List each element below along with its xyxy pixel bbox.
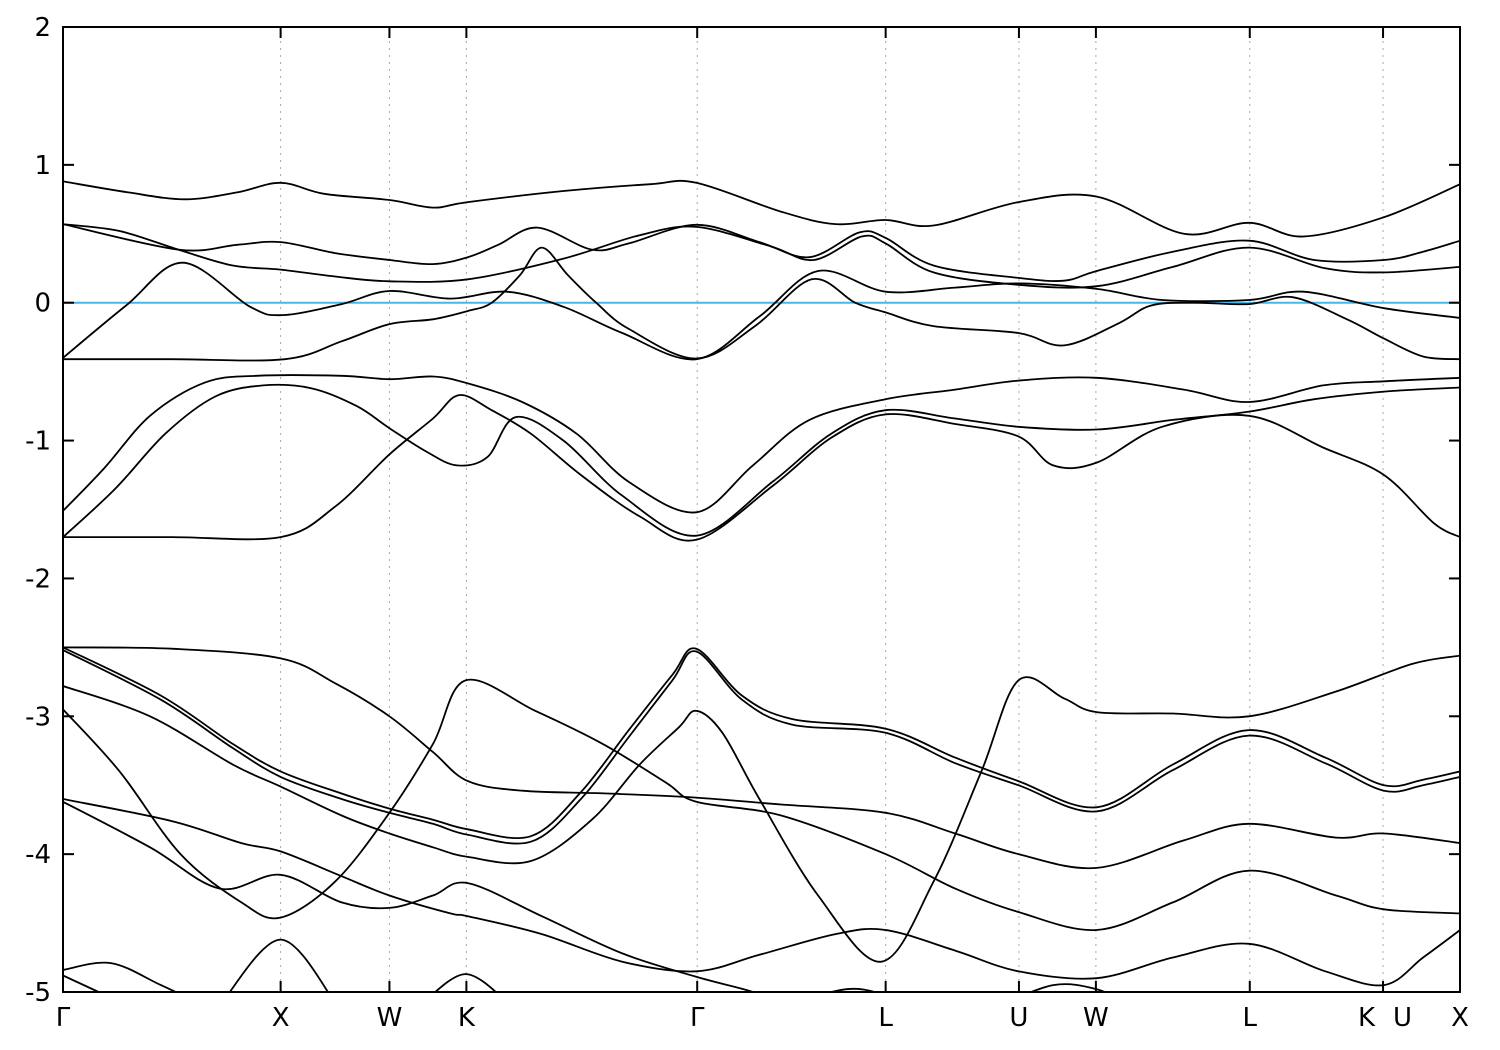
x-tick-label: L [1243, 1003, 1258, 1033]
band-14 [63, 798, 1460, 987]
band-3 [63, 223, 1460, 289]
x-tick-label: K [1358, 1003, 1376, 1033]
x-tick-label: U [1009, 1003, 1028, 1033]
plot-border [62, 26, 1461, 993]
band-5 [63, 246, 1460, 362]
y-tick-label: -1 [25, 427, 51, 457]
band-12 [63, 654, 1460, 963]
band-9 [63, 646, 1460, 870]
x-tick-label: U [1393, 1003, 1412, 1033]
band-11 [63, 649, 1460, 845]
y-tick-label: -3 [25, 702, 51, 732]
x-tick-label: L [878, 1003, 893, 1033]
band-curves [63, 179, 1460, 992]
x-tick-label: Γ [690, 1003, 705, 1033]
band-15 [63, 801, 756, 992]
band-13 [63, 678, 1460, 931]
band-7 [63, 383, 1460, 538]
band-19 [433, 973, 498, 992]
x-tick-label: K [458, 1003, 476, 1033]
band-10 [63, 646, 1460, 840]
band-21 [1028, 983, 1108, 992]
y-tick-label: 1 [34, 151, 51, 181]
band-16 [63, 961, 178, 992]
x-tick-label: W [1083, 1003, 1109, 1033]
band-20 [827, 987, 879, 992]
band-4 [63, 261, 1460, 361]
band-17 [63, 974, 101, 992]
y-tick-label: 0 [34, 289, 51, 319]
y-tick-label: -2 [25, 564, 51, 594]
x-tick-label: X [1451, 1003, 1469, 1033]
y-tick-label: -4 [25, 840, 51, 870]
y-tick-label: 2 [34, 13, 51, 43]
x-tick-label: Γ [56, 1003, 71, 1033]
x-tick-label: X [272, 1003, 290, 1033]
band-8 [63, 394, 1460, 542]
band-18 [228, 938, 329, 992]
y-tick-label: -5 [25, 978, 51, 1008]
band-1 [63, 179, 1460, 238]
band-2 [63, 223, 1460, 282]
band-6 [63, 374, 1460, 514]
x-tick-label: W [377, 1003, 403, 1033]
